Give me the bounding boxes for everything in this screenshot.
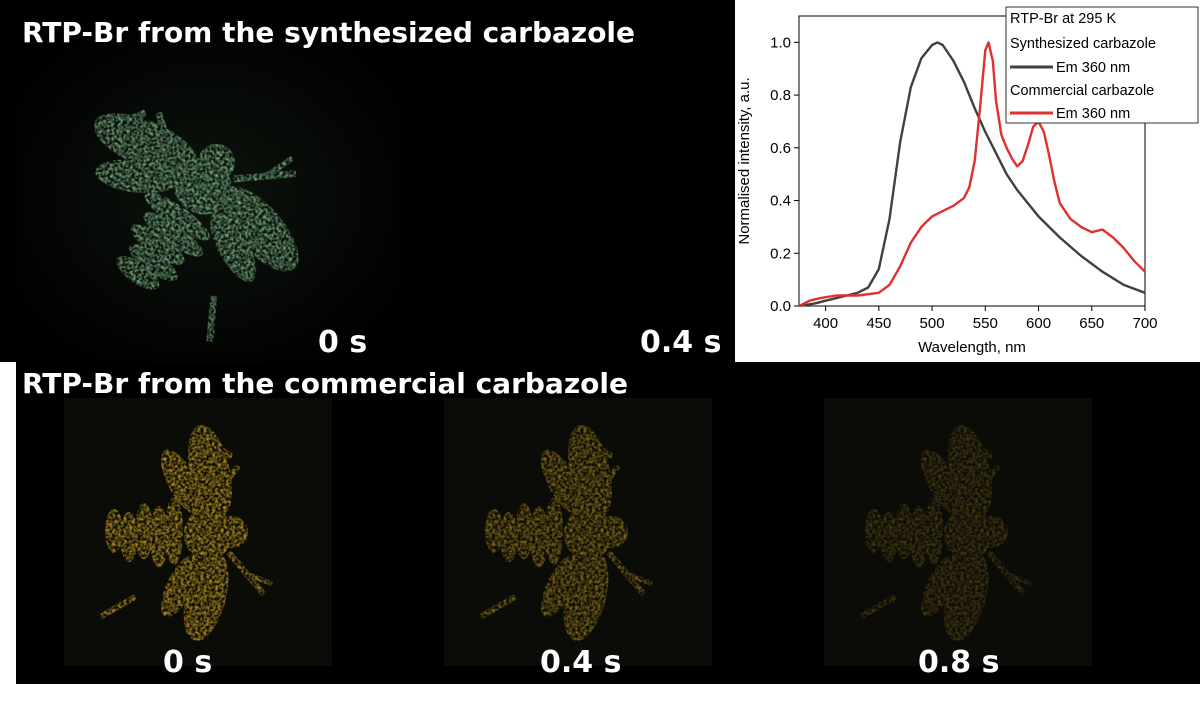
y-tick-label: 0.8 xyxy=(770,87,791,104)
legend-title: RTP-Br at 295 K xyxy=(1010,11,1116,27)
y-tick-label: 0.4 xyxy=(770,193,791,210)
legend: RTP-Br at 295 K Synthesized carbazole Em… xyxy=(1005,6,1199,124)
emission-spectrum-chart: 400 450 500 550 600 650 7000.00.20.40.60.81.0 … xyxy=(735,6,1200,362)
x-tick-label: 600 xyxy=(1026,315,1051,332)
bottom-frame-time-1: 0 s xyxy=(163,645,213,680)
x-tick-label: 400 xyxy=(813,315,838,332)
yellow-bee-image-1 xyxy=(64,398,332,666)
bottom-photo-panel xyxy=(16,362,1200,684)
bottom-frame-time-3: 0.8 s xyxy=(918,645,1000,680)
legend-entry-2: Em 360 nm xyxy=(1056,106,1130,122)
x-tick-label: 550 xyxy=(973,315,998,332)
x-tick-label: 700 xyxy=(1132,315,1157,332)
top-frame-time-2: 0.4 s xyxy=(640,325,722,360)
y-tick-label: 0.0 xyxy=(770,298,791,315)
top-frame-time-1: 0 s xyxy=(318,325,368,360)
legend-entry-1: Em 360 nm xyxy=(1056,60,1130,76)
series-line-synthesized xyxy=(798,41,1146,308)
legend-box xyxy=(1005,6,1199,124)
top-photo-panel xyxy=(0,0,735,362)
y-axis-label: Normalised intensity, a.u. xyxy=(736,77,753,244)
x-tick-label: 650 xyxy=(1079,315,1104,332)
plot-frame xyxy=(798,15,1146,307)
yellow-bee-image-2 xyxy=(444,398,712,666)
x-tick-label: 500 xyxy=(920,315,945,332)
bottom-caption: RTP-Br from the commercial carbazole xyxy=(22,367,628,400)
legend-group-2: Commercial carbazole xyxy=(1010,83,1154,99)
green-bee-image xyxy=(15,30,400,362)
bottom-frame-time-2: 0.4 s xyxy=(540,645,622,680)
top-caption: RTP-Br from the synthesized carbazole xyxy=(22,16,636,49)
y-tick-label: 1.0 xyxy=(770,34,791,51)
y-tick-label: 0.6 xyxy=(770,140,791,157)
x-axis-label: Wavelength, nm xyxy=(918,339,1026,356)
y-tick-label: 0.2 xyxy=(770,245,791,262)
series-line-commercial xyxy=(798,41,1146,308)
yellow-bee-image-3 xyxy=(824,398,1092,666)
legend-group-1: Synthesized carbazole xyxy=(1010,36,1156,52)
x-tick-label: 450 xyxy=(866,315,891,332)
